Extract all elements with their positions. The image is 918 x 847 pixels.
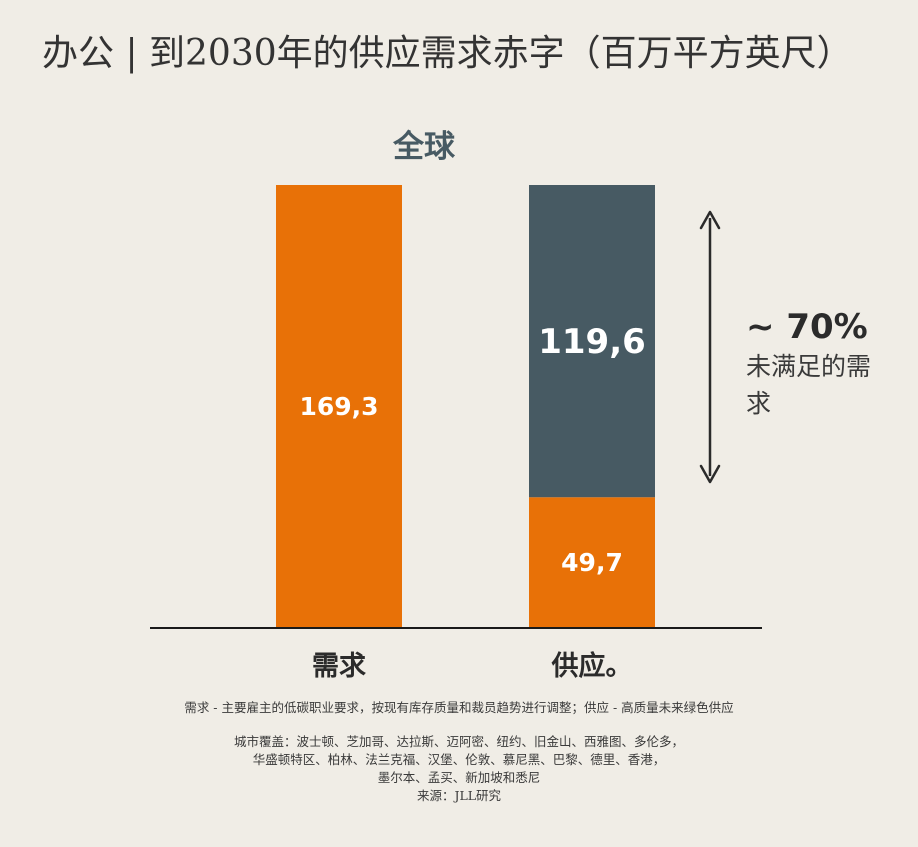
category-label: 供应。 [551, 650, 633, 682]
annotation-text-line: 未满足的需 [746, 352, 871, 381]
coverage-line: 华盛顿特区、柏林、法兰克福、汉堡、伦敦、慕尼黑、巴黎、德里、香港， [252, 752, 666, 767]
bar-segment [529, 497, 655, 627]
annotation-text-line: 求 [746, 389, 771, 418]
data-label: 119,6 [538, 322, 646, 362]
bar-segment [276, 185, 402, 627]
arrow-head-down-icon [699, 464, 721, 484]
chart-footnote: 需求 - 主要雇主的低碳职业要求，按现有库存质量和裁员趋势进行调整；供应 - 高… [184, 700, 734, 715]
category-labels: 需求 供应。 [312, 650, 633, 682]
page-title: 办公 | 到2030年的供应需求赤字（百万平方英尺） [42, 33, 853, 74]
annotation-layer: ~ 70% 未满足的需求 [699, 210, 871, 484]
coverage-line: 墨尔本、孟买、新加坡和悉尼 [377, 770, 541, 785]
data-label: 49,7 [561, 548, 623, 577]
bars-layer: 169,3 49,7 119,6 [276, 185, 655, 627]
source-note: 来源：JLL研究 [416, 788, 502, 803]
category-label: 需求 [312, 651, 366, 682]
chart-subtitle: 全球 [392, 129, 456, 165]
data-label: 169,3 [299, 392, 378, 421]
coverage-note: 城市覆盖：波士顿、芝加哥、达拉斯、迈阿密、纽约、旧金山、西雅图、多伦多， 华盛顿… [0, 733, 918, 805]
bar-chart: 全球 169,3 49,7 119,6 需求 供应。 ~ 70% 未满足的需求 [150, 129, 871, 682]
annotation-value: ~ 70% [746, 307, 868, 347]
arrow-head-up-icon [699, 210, 721, 230]
annotation-text: 未满足的需求 [746, 352, 871, 418]
coverage-line: 城市覆盖：波士顿、芝加哥、达拉斯、迈阿密、纽约、旧金山、西雅图、多伦多， [233, 734, 684, 749]
bar-segment [529, 185, 655, 498]
